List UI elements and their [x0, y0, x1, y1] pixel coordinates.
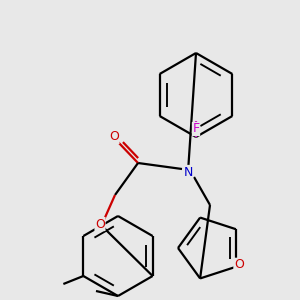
- Text: F: F: [192, 122, 200, 136]
- Text: O: O: [109, 130, 119, 143]
- Text: N: N: [183, 166, 193, 178]
- Text: O: O: [95, 218, 105, 230]
- Text: O: O: [234, 258, 244, 271]
